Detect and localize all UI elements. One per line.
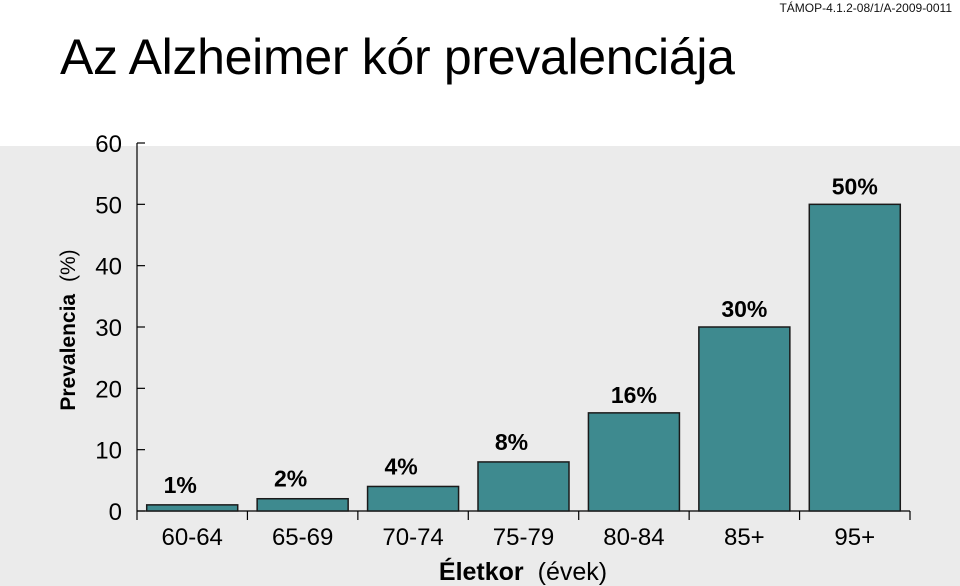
y-tick-label: 30 (95, 315, 122, 342)
chart-bars (145, 203, 902, 512)
data-label: 30% (721, 296, 767, 322)
bar-80-84 (587, 412, 681, 512)
y-axis-label: Prevalencia (%) (57, 249, 80, 410)
y-axis-label-bold: Prevalencia (57, 294, 80, 411)
y-tick-label: 0 (109, 499, 122, 526)
data-label: 1% (164, 472, 197, 498)
data-label: 16% (611, 382, 657, 408)
data-label: 4% (384, 453, 417, 479)
y-tick-label: 60 (95, 131, 122, 158)
x-tick-label: 70-74 (382, 524, 443, 551)
chart-labels: 60-64 1% 65-69 2% 70-74 4% 75-79 8% 80-84 16% 85+ 3… (162, 173, 878, 551)
x-tick-label: 65-69 (272, 524, 333, 551)
x-axis-label: Életkor (évek) (439, 557, 607, 586)
y-tick-label: 40 (95, 254, 122, 281)
bar-60-64 (145, 504, 239, 512)
data-label: 50% (832, 173, 878, 199)
data-label: 8% (495, 429, 528, 455)
bar-75-79 (477, 461, 570, 512)
bar-85+ (698, 326, 791, 512)
x-tick-label: 75-79 (493, 524, 554, 551)
data-label: 2% (274, 466, 307, 492)
bar-95+ (808, 203, 902, 512)
y-axis-label-unit: (%) (57, 249, 80, 282)
x-axis-label-bold: Életkor (439, 557, 524, 586)
x-axis-label-unit: (évek) (538, 558, 607, 586)
project-code: TÁMOP-4.1.2-08/1/A-2009-0011 (779, 1, 952, 15)
x-tick-label: 85+ (724, 524, 765, 551)
page-title: Az Alzheimer kór prevalenciája (60, 29, 735, 85)
x-tick-label: 80-84 (603, 524, 664, 551)
bar-65-69 (256, 497, 349, 512)
y-tick-label: 50 (95, 192, 122, 219)
y-tick-label: 20 (95, 376, 122, 403)
x-tick-label: 60-64 (162, 524, 223, 551)
bar-70-74 (366, 485, 460, 512)
x-tick-label: 95+ (834, 524, 875, 551)
chart-axes: 0 10 20 30 40 50 60 (95, 131, 911, 526)
y-tick-label: 10 (95, 438, 122, 465)
